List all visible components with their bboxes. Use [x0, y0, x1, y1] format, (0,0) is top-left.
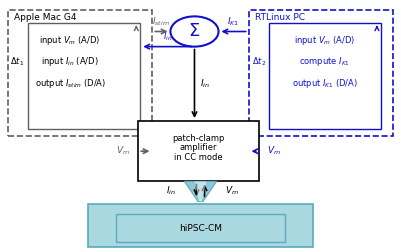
Text: $I_{in}$: $I_{in}$ [200, 78, 211, 90]
Text: $I_{stim}$: $I_{stim}$ [152, 15, 170, 28]
Text: $V_m$: $V_m$ [116, 145, 130, 158]
FancyBboxPatch shape [88, 204, 313, 247]
Text: $I_{K1}$: $I_{K1}$ [227, 15, 240, 28]
Polygon shape [194, 181, 207, 202]
Text: input $I_{in}$ (A/D): input $I_{in}$ (A/D) [41, 55, 99, 68]
Text: $I_{in}$: $I_{in}$ [166, 184, 176, 197]
Text: output $I_{stim}$ (D/A): output $I_{stim}$ (D/A) [34, 77, 106, 90]
Text: in CC mode: in CC mode [174, 153, 223, 162]
FancyBboxPatch shape [138, 121, 259, 181]
Text: $V_m$: $V_m$ [225, 184, 239, 197]
Text: patch-clamp: patch-clamp [172, 134, 225, 143]
Polygon shape [184, 181, 217, 202]
Text: amplifier: amplifier [180, 143, 217, 152]
Text: input $V_m$ (A/D): input $V_m$ (A/D) [39, 34, 101, 47]
Text: $V_m$: $V_m$ [267, 145, 281, 158]
Text: $\Sigma$: $\Sigma$ [188, 22, 200, 41]
Text: Apple Mac G4: Apple Mac G4 [14, 13, 77, 22]
Text: $I_{in}$: $I_{in}$ [163, 30, 172, 43]
Text: RTLinux PC: RTLinux PC [255, 13, 305, 22]
Text: $\Delta t_2$: $\Delta t_2$ [252, 55, 266, 68]
Text: output $I_{K1}$ (D/A): output $I_{K1}$ (D/A) [292, 77, 358, 90]
Text: input $V_m$ (A/D): input $V_m$ (A/D) [294, 34, 356, 47]
Text: hiPSC-CM: hiPSC-CM [179, 224, 222, 233]
Text: compute $I_{K1}$: compute $I_{K1}$ [299, 55, 350, 68]
FancyBboxPatch shape [116, 214, 285, 242]
Text: $\Delta t_1$: $\Delta t_1$ [10, 55, 24, 68]
